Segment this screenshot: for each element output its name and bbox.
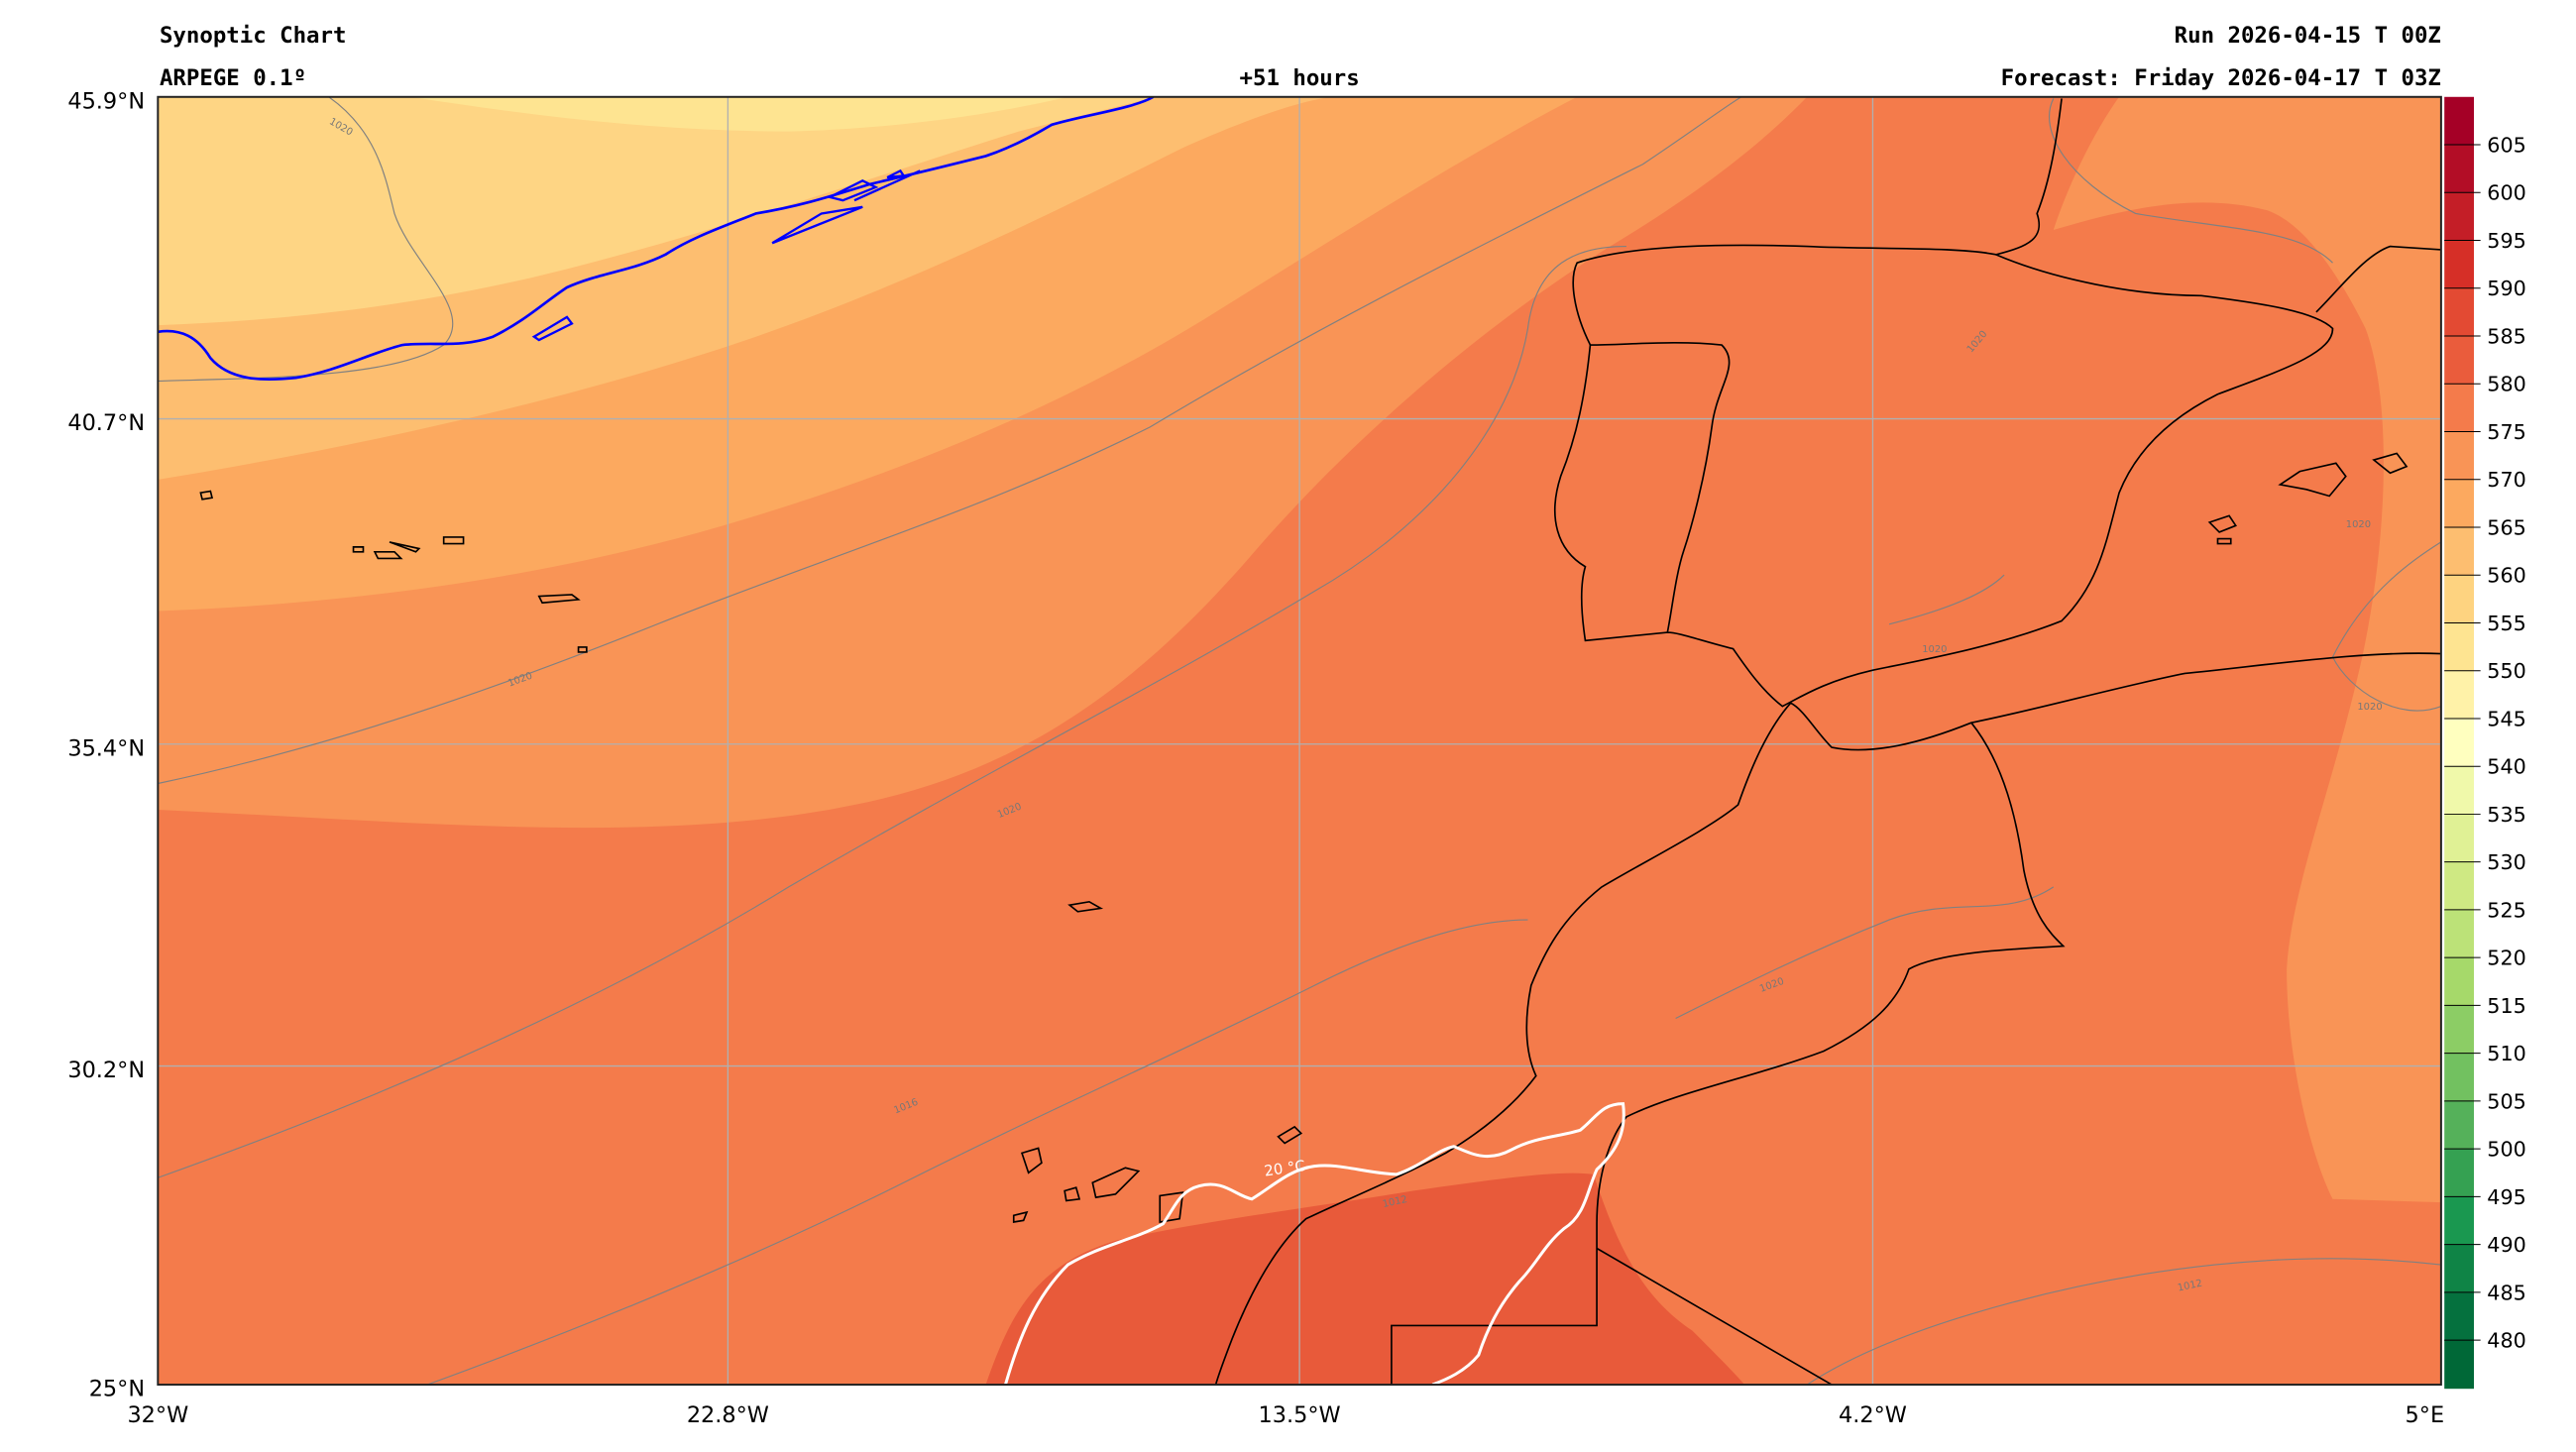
colorbar-band (2444, 575, 2475, 624)
colorbar-label: 480 (2487, 1329, 2526, 1353)
isobar-label: 1020 (2357, 702, 2382, 713)
colorbar-band (2444, 670, 2475, 720)
gridlines (158, 96, 2441, 1386)
colorbar-label: 565 (2487, 515, 2526, 539)
colorbar-band (2444, 240, 2475, 289)
isobar-label: 1020 (1922, 644, 1947, 655)
lon-label: 32°W (127, 1402, 188, 1428)
lat-label: 40.7°N (67, 410, 145, 436)
colorbar-band (2444, 814, 2475, 863)
isobar-label: 1020 (2346, 519, 2371, 530)
map-area: 1020 1020 1020 1020 1020 1020 1020 1016 … (158, 96, 2441, 1386)
colorbar-band (2444, 1149, 2475, 1198)
lat-label: 30.2°N (67, 1058, 145, 1083)
colorbar-band (2444, 957, 2475, 1007)
colorbar-label: 485 (2487, 1281, 2526, 1304)
lon-label: 13.5°W (1259, 1402, 1341, 1428)
colorbar-band (2444, 861, 2475, 911)
colorbar-label: 495 (2487, 1185, 2526, 1209)
map-frame (157, 95, 2442, 1387)
latitude-labels: 45.9°N 40.7°N 35.4°N 30.2°N 25°N (67, 88, 145, 1401)
colorbar-label: 575 (2487, 420, 2526, 444)
iberia-coast (1554, 254, 2334, 708)
colorbar-label: 595 (2487, 229, 2526, 253)
isotherm-label: 20 °C (1263, 1157, 1306, 1180)
colorbar-label: 530 (2487, 850, 2526, 874)
colorbar-band (2444, 192, 2475, 242)
colorbar-label: 555 (2487, 612, 2526, 635)
colorbar-band (2444, 622, 2475, 672)
colorbar-band (2444, 909, 2475, 958)
islands (199, 452, 2408, 1223)
colorbar-label: 510 (2487, 1042, 2526, 1065)
coastlines (199, 98, 2441, 1386)
colorbar-band (2444, 287, 2475, 337)
colorbar-band (2444, 1005, 2475, 1055)
geopotential-band-550 (410, 96, 1068, 132)
longitude-labels: 32°W 22.8°W 13.5°W 4.2°W 5°E (127, 1402, 2444, 1428)
colorbar-band (2444, 384, 2475, 433)
colorbar-label: 585 (2487, 324, 2526, 348)
colorbar-label: 490 (2487, 1233, 2526, 1257)
colorbar-label: 545 (2487, 707, 2526, 730)
colorbar-band (2444, 431, 2475, 481)
lon-label: 5°E (2406, 1402, 2445, 1428)
colorbar-label: 500 (2487, 1138, 2526, 1162)
forecast-time: Forecast: Friday 2026-04-17 T 03Z (2001, 65, 2441, 91)
run-time: Run 2026-04-15 T 00Z (2175, 23, 2441, 49)
france-coast (2315, 245, 2441, 313)
colorbar-label: 520 (2487, 947, 2526, 970)
lead-time: +51 hours (1240, 65, 1360, 91)
colorbar-band (2444, 1053, 2475, 1102)
geopotential-band-555 (158, 96, 1159, 326)
lon-label: 22.8°W (687, 1402, 769, 1428)
colorbar-band (2444, 1196, 2475, 1246)
lat-label: 35.4°N (67, 735, 145, 761)
colorbar-band (2444, 1244, 2475, 1293)
colorbar-band (2444, 96, 2475, 146)
colorbar-band (2444, 526, 2475, 577)
colorbar-label: 540 (2487, 755, 2526, 779)
lon-label: 4.2°W (1839, 1402, 1907, 1428)
model-name: ARPEGE 0.1º (160, 65, 306, 91)
colorbar-label: 605 (2487, 133, 2526, 157)
colorbar-band (2444, 766, 2475, 816)
geopotential-band-580 (985, 1173, 1745, 1386)
contour-blue (531, 168, 921, 342)
chart-title: Synoptic Chart (160, 23, 346, 49)
colorbar-label: 550 (2487, 659, 2526, 683)
colorbar-label: 570 (2487, 468, 2526, 492)
iberia-coast (1572, 98, 2063, 346)
contour-blue (158, 96, 1155, 382)
isobars (158, 96, 2441, 1386)
isobar-label: 1012 (2177, 1279, 2203, 1294)
colorbar-label: 525 (2487, 898, 2526, 922)
africa-coast (1214, 652, 2441, 1386)
colorbar-label: 590 (2487, 277, 2526, 300)
colorbar-band (2444, 335, 2475, 386)
colorbar-label: 600 (2487, 181, 2526, 205)
lat-label: 25°N (89, 1377, 145, 1402)
colorbar-band (2444, 479, 2475, 528)
colorbar-band (2444, 145, 2475, 194)
colorbar-band (2444, 1340, 2475, 1390)
colorbar-label: 580 (2487, 373, 2526, 396)
colorbar-band (2444, 718, 2475, 768)
colorbar-label: 535 (2487, 803, 2526, 827)
colorbar-band (2444, 1291, 2475, 1341)
colorbar-label: 515 (2487, 994, 2526, 1018)
isobar-label: 1012 (1382, 1194, 1408, 1210)
colorbar: 605 600 595 590 585 580 575 570 565 560 555 550 545 5… (2444, 96, 2526, 1390)
isotherm-20c (1004, 1102, 1625, 1386)
colorbar-band (2444, 1100, 2475, 1150)
borders (1391, 722, 2066, 1386)
colorbar-label: 560 (2487, 564, 2526, 588)
colorbar-label: 505 (2487, 1089, 2526, 1113)
lat-label: 45.9°N (67, 88, 145, 114)
